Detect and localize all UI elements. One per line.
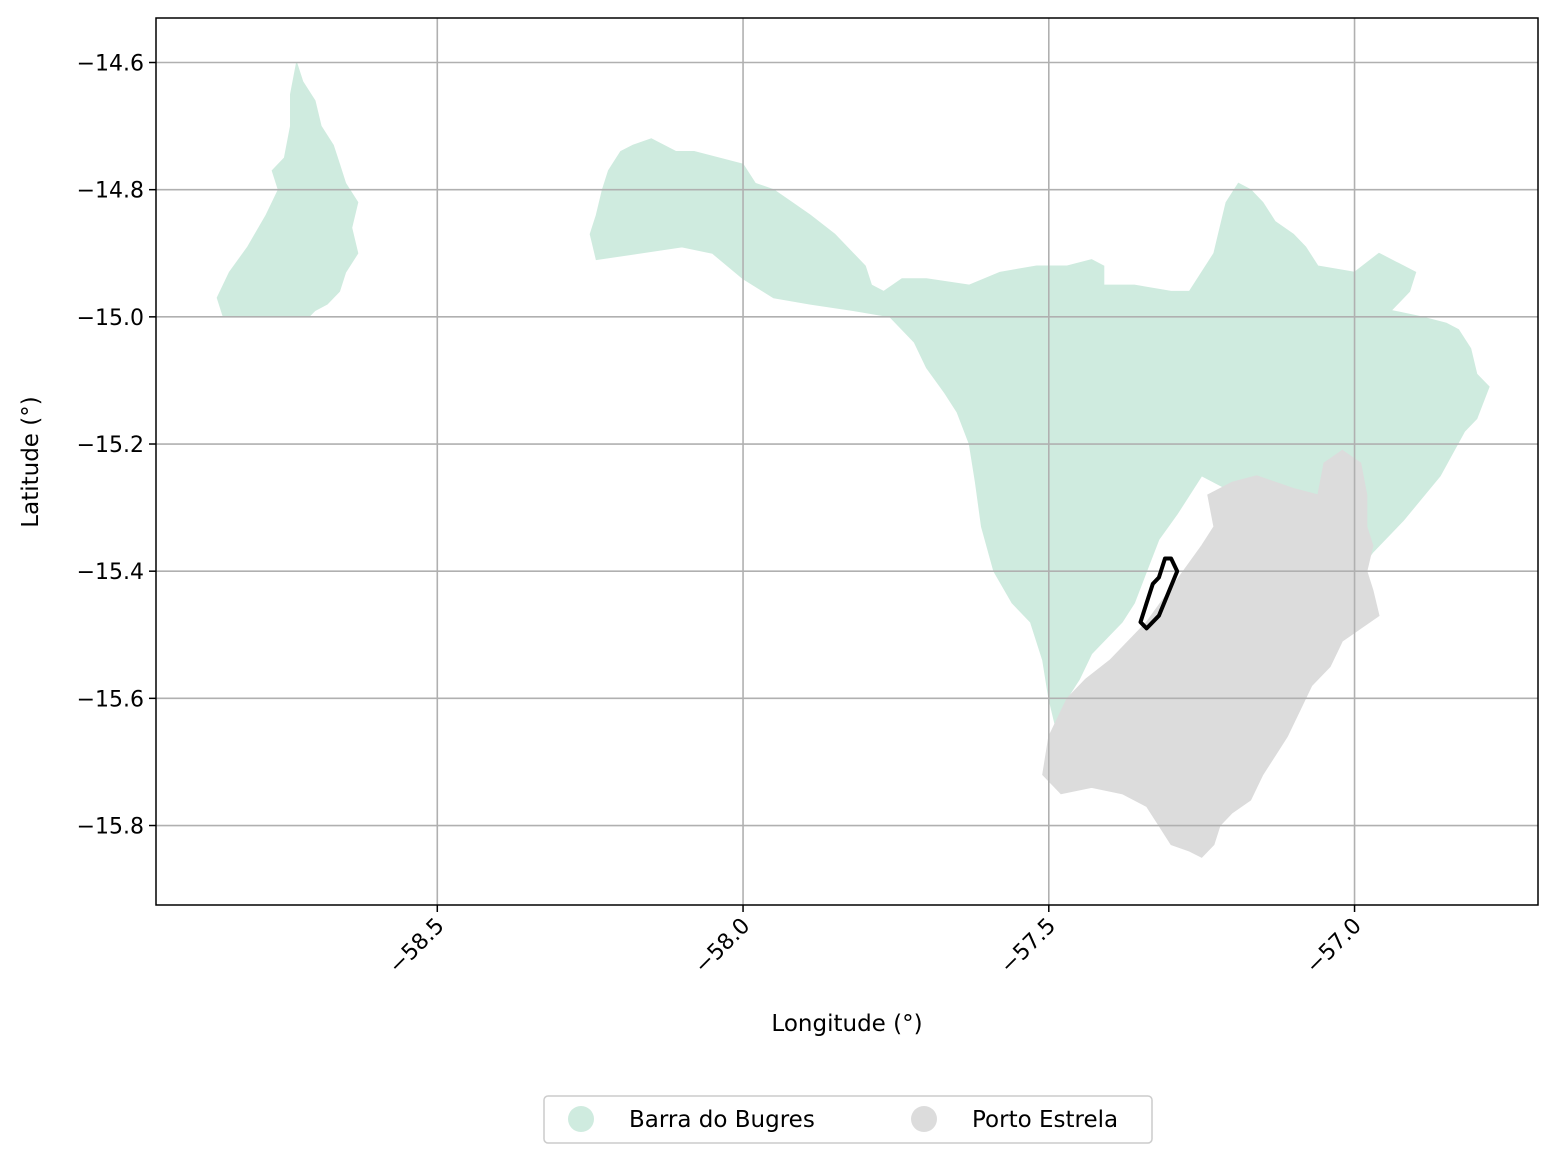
legend-label-porto-estrela: Porto Estrela [972, 1107, 1118, 1133]
legend-swatch-porto-estrela [911, 1106, 937, 1132]
legend-label-barra-do-bugres: Barra do Bugres [629, 1107, 815, 1133]
highlight-outline [1138, 556, 1180, 631]
x-tick-label: −57.0 [1301, 914, 1366, 979]
legend-swatch-barra-do-bugres [568, 1106, 594, 1132]
y-tick-label: −15.4 [77, 560, 144, 585]
y-axis-title: Latitude (°) [18, 396, 44, 527]
y-tick-label: −15.6 [77, 687, 144, 712]
region-barra-do-bugres-part-1 [589, 138, 1490, 726]
legend: Barra do Bugres Porto Estrela [543, 1095, 1153, 1144]
y-tick-label: −15.0 [77, 306, 144, 331]
x-axis-title: Longitude (°) [771, 1011, 922, 1037]
y-tick-label: −15.2 [77, 433, 144, 458]
y-tick-label: −14.8 [77, 179, 144, 204]
x-tick-label: −58.0 [690, 914, 755, 979]
y-ticks: −14.6 −14.8 −15.0 −15.2 −15.4 −15.6 −15.8 [77, 52, 156, 840]
regions-layer [216, 62, 1490, 858]
grid-layer [156, 18, 1538, 905]
y-tick-label: −14.6 [77, 52, 144, 77]
legend-box [543, 1095, 1153, 1144]
highlight-outline-layer [1138, 556, 1180, 631]
plot-frame [155, 17, 1539, 906]
region-porto-estrela-part-0 [1042, 449, 1380, 858]
x-ticks: −58.5 −58.0 −57.5 −57.0 [384, 905, 1367, 979]
x-tick-label: −58.5 [384, 914, 449, 979]
y-tick-label: −15.8 [77, 815, 144, 840]
x-tick-label: −57.5 [996, 914, 1061, 979]
